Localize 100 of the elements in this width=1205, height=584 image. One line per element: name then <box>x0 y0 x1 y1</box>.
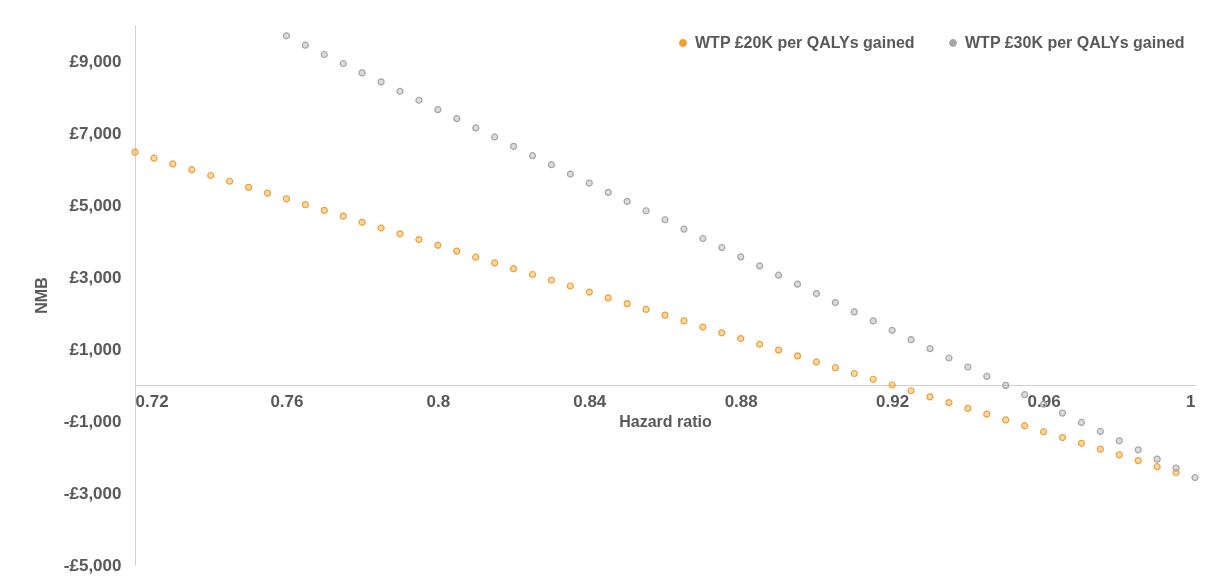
x-axis-title: Hazard ratio <box>619 412 712 430</box>
point <box>737 253 745 261</box>
point <box>699 234 707 243</box>
point <box>888 381 896 389</box>
point <box>699 323 707 331</box>
y-tick-label: £7,000 <box>69 123 122 143</box>
point <box>566 282 574 290</box>
point <box>793 280 802 288</box>
point <box>831 364 839 372</box>
point <box>358 218 366 226</box>
y-tick-label: -£3,000 <box>63 483 122 503</box>
point <box>774 271 783 279</box>
point <box>131 148 139 156</box>
point <box>415 235 423 244</box>
point <box>604 294 612 302</box>
point <box>528 270 537 279</box>
point <box>491 259 499 267</box>
point <box>150 154 158 162</box>
point <box>1115 437 1123 445</box>
point <box>1002 416 1010 424</box>
point <box>718 243 726 252</box>
point <box>793 352 802 360</box>
point <box>812 358 821 366</box>
point <box>1021 391 1029 399</box>
x-tick-label: 0.84 <box>573 391 607 411</box>
point <box>983 372 991 380</box>
point <box>434 106 442 114</box>
point <box>661 311 669 319</box>
point <box>566 170 574 178</box>
legend-label: WTP £20K per QALYs gained <box>695 34 915 51</box>
point <box>964 404 972 412</box>
point <box>1096 445 1104 453</box>
point <box>1134 457 1142 465</box>
point <box>756 262 764 270</box>
point <box>964 363 972 371</box>
point <box>320 206 328 214</box>
point <box>926 393 934 401</box>
x-tick-label: 0.76 <box>270 391 304 411</box>
legend-label: WTP £30K per QALYs gained <box>965 34 1185 51</box>
point <box>680 317 688 325</box>
point <box>1039 428 1048 436</box>
point <box>888 326 896 334</box>
point <box>680 225 688 233</box>
point <box>1153 463 1161 471</box>
point <box>1172 464 1180 472</box>
point <box>718 329 726 337</box>
point <box>547 276 556 284</box>
point <box>1021 422 1029 430</box>
point <box>869 317 877 325</box>
point <box>509 265 518 273</box>
point <box>1115 451 1123 459</box>
point <box>774 346 783 354</box>
y-tick-label: £5,000 <box>69 195 122 215</box>
point <box>226 177 234 185</box>
point <box>263 189 272 197</box>
x-tick-label: 0.92 <box>876 391 910 411</box>
x-tick-label: 1 <box>1186 391 1196 411</box>
point <box>907 387 915 395</box>
point <box>320 50 328 59</box>
point <box>377 78 385 86</box>
point <box>1058 409 1067 417</box>
point <box>207 171 215 180</box>
point <box>585 288 593 296</box>
point <box>1096 427 1104 436</box>
point <box>623 197 631 205</box>
y-tick-label: -£1,000 <box>63 411 122 431</box>
point <box>377 224 385 232</box>
point <box>604 188 612 196</box>
point <box>244 183 253 191</box>
x-tick-label: 0.8 <box>426 391 451 411</box>
point <box>339 59 347 68</box>
point <box>661 216 669 224</box>
point <box>1077 439 1086 447</box>
point <box>453 247 461 255</box>
point <box>642 207 650 215</box>
point <box>869 375 877 383</box>
point <box>907 336 915 344</box>
x-tick-label: 0.72 <box>135 391 169 411</box>
point <box>1134 446 1142 454</box>
point <box>547 161 556 169</box>
point <box>453 115 461 123</box>
point <box>415 96 423 104</box>
x-tick-label: 0.96 <box>1027 391 1061 411</box>
point <box>169 160 177 168</box>
point <box>301 41 309 49</box>
point <box>945 399 953 407</box>
point <box>301 201 309 209</box>
point <box>509 142 518 150</box>
y-tick-label: £3,000 <box>69 267 122 287</box>
point <box>945 354 953 362</box>
point <box>434 241 442 249</box>
x-tick-label: 0.88 <box>724 391 758 411</box>
point <box>756 340 764 348</box>
point <box>339 212 347 220</box>
point <box>737 334 745 343</box>
y-axis-title: NMB <box>32 277 50 314</box>
point <box>850 308 858 316</box>
point <box>396 87 404 95</box>
y-tick-label: -£5,000 <box>63 555 122 575</box>
point <box>983 410 991 418</box>
